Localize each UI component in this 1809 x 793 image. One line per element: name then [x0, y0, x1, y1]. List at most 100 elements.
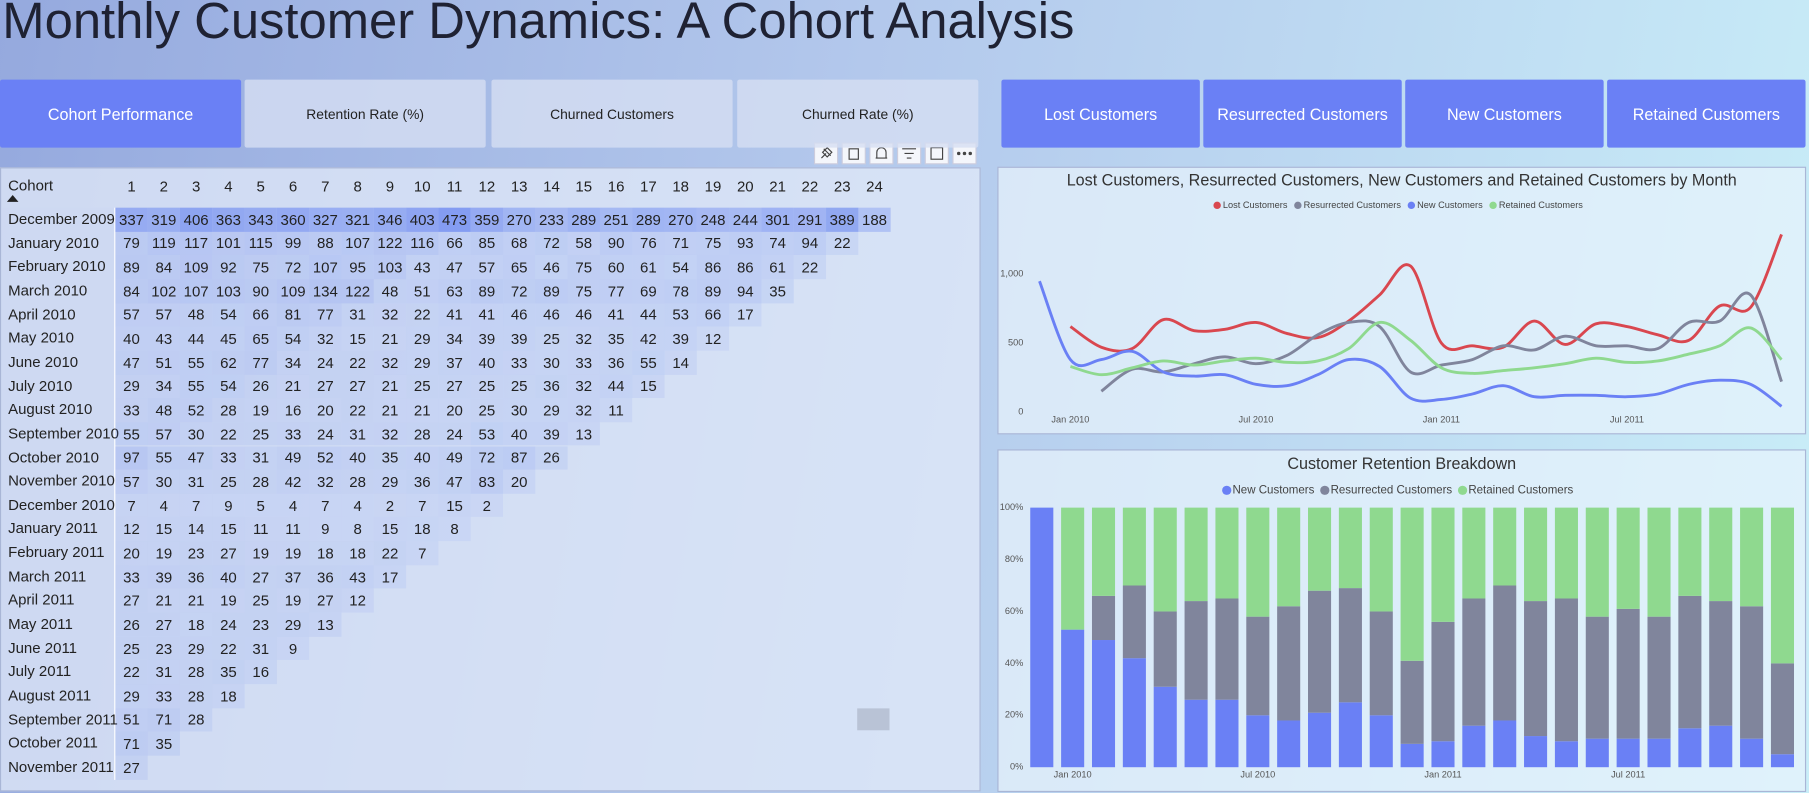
bar-segment: [1153, 686, 1177, 768]
table-cell: 19: [244, 541, 277, 566]
bar-segment: [1061, 507, 1085, 630]
table-cell: 270: [664, 207, 697, 232]
table-cell: 32: [373, 422, 407, 446]
cohort-label: May 2011: [8, 614, 73, 633]
nav-button[interactable]: New Customers: [1405, 79, 1604, 148]
table-cell: 46: [535, 255, 568, 280]
table-cell: 55: [179, 350, 213, 375]
table-cell: 51: [115, 707, 148, 732]
table-cell: 66: [438, 231, 471, 256]
table-cell: 22: [212, 636, 245, 661]
table-cell: 20: [309, 398, 342, 423]
table-cell: 4: [276, 493, 310, 518]
bar-segment: [1493, 507, 1517, 586]
table-cell: 24: [212, 612, 245, 637]
table-cell: 22: [793, 255, 827, 280]
cohort-label: March 2010: [8, 281, 88, 299]
header-cell: 15: [575, 177, 593, 195]
header-cell: 2: [159, 177, 168, 195]
cohort-label: July 2010: [8, 376, 73, 395]
table-cell: 32: [567, 398, 600, 423]
table-cell: 21: [373, 326, 407, 351]
table-cell: 97: [115, 445, 148, 470]
legend-label: Lost Customers: [1223, 200, 1288, 210]
tab-button[interactable]: Retention Rate (%): [244, 79, 486, 148]
nav-button[interactable]: Lost Customers: [1001, 79, 1200, 148]
cohort-label: February 2010: [8, 257, 106, 275]
table-cell: 39: [664, 326, 697, 351]
table-cell: 35: [599, 326, 633, 351]
y-tick-label: 80%: [1005, 554, 1023, 564]
table-cell: 39: [503, 326, 536, 351]
table-cell: 57: [115, 302, 148, 327]
y-tick-label: 0%: [1010, 762, 1023, 772]
bar-segment: [1647, 507, 1671, 617]
nav-button[interactable]: Resurrected Customers: [1203, 79, 1402, 148]
table-cell: 33: [115, 398, 148, 423]
line-series: [1100, 291, 1783, 393]
tab-button[interactable]: Churned Rate (%): [737, 79, 979, 148]
table-cell: 22: [406, 302, 439, 327]
table-cell: 29: [276, 612, 310, 637]
table-cell: 49: [438, 445, 471, 470]
table-cell: 37: [438, 350, 471, 375]
table-cell: 403: [406, 207, 439, 232]
table-cell: 53: [664, 302, 697, 327]
table-cell: 107: [309, 255, 342, 280]
bar-segment: [1030, 507, 1054, 768]
table-cell: 327: [309, 207, 342, 232]
table-cell: 71: [147, 707, 180, 732]
table-cell: 29: [406, 350, 439, 375]
table-cell: 32: [373, 302, 407, 327]
tab-button[interactable]: Churned Customers: [491, 79, 733, 148]
bar-segment: [1616, 738, 1640, 768]
bar-segment: [1647, 738, 1671, 768]
bar-segment: [1215, 598, 1239, 700]
table-cell: 41: [599, 302, 633, 327]
table-cell: 72: [276, 255, 310, 280]
bar-segment: [1246, 507, 1270, 617]
table-cell: 18: [341, 541, 374, 566]
header-cell: 17: [640, 177, 657, 195]
table-cell: 54: [664, 255, 697, 280]
table-cell: 16: [244, 660, 277, 685]
table-cell: 26: [244, 374, 277, 399]
bar-segment: [1308, 712, 1332, 768]
scroll-thumb[interactable]: [857, 708, 890, 731]
table-cell: 4: [147, 493, 180, 518]
table-cell: 45: [212, 326, 245, 351]
table-cell: 23: [147, 636, 180, 661]
table-cell: 19: [276, 588, 310, 613]
table-cell: 34: [276, 350, 310, 375]
bar-segment: [1616, 507, 1640, 609]
table-cell: 22: [341, 398, 374, 423]
bar-segment: [1678, 595, 1702, 729]
table-cell: 8: [438, 517, 471, 542]
table-cell: 32: [567, 326, 600, 351]
table-cell: 15: [438, 493, 471, 518]
table-cell: 41: [470, 302, 504, 327]
table-cell: 89: [470, 279, 504, 303]
table-cell: 40: [212, 565, 245, 589]
table-cell: 28: [244, 469, 277, 494]
table-cell: 33: [212, 445, 245, 470]
table-cell: 337: [115, 207, 148, 232]
cohort-label: March 2011: [8, 567, 87, 585]
header-cell: 8: [353, 177, 362, 195]
tab-button[interactable]: Cohort Performance: [0, 79, 242, 148]
y-tick-label: 1,000: [1000, 269, 1023, 279]
header-cell: 7: [321, 177, 330, 195]
table-cell: 29: [535, 398, 568, 423]
nav-button[interactable]: Retained Customers: [1607, 79, 1806, 148]
table-cell: 2: [373, 493, 407, 518]
table-cell: 90: [244, 279, 277, 303]
table-cell: 24: [309, 422, 342, 446]
table-cell: 27: [212, 541, 245, 566]
table-cell: 34: [438, 326, 471, 351]
table-cell: 33: [147, 684, 180, 708]
table-cell: 62: [212, 350, 245, 375]
table-cell: 32: [373, 350, 407, 375]
bar-segment: [1431, 507, 1455, 622]
bar-segment: [1184, 601, 1208, 700]
